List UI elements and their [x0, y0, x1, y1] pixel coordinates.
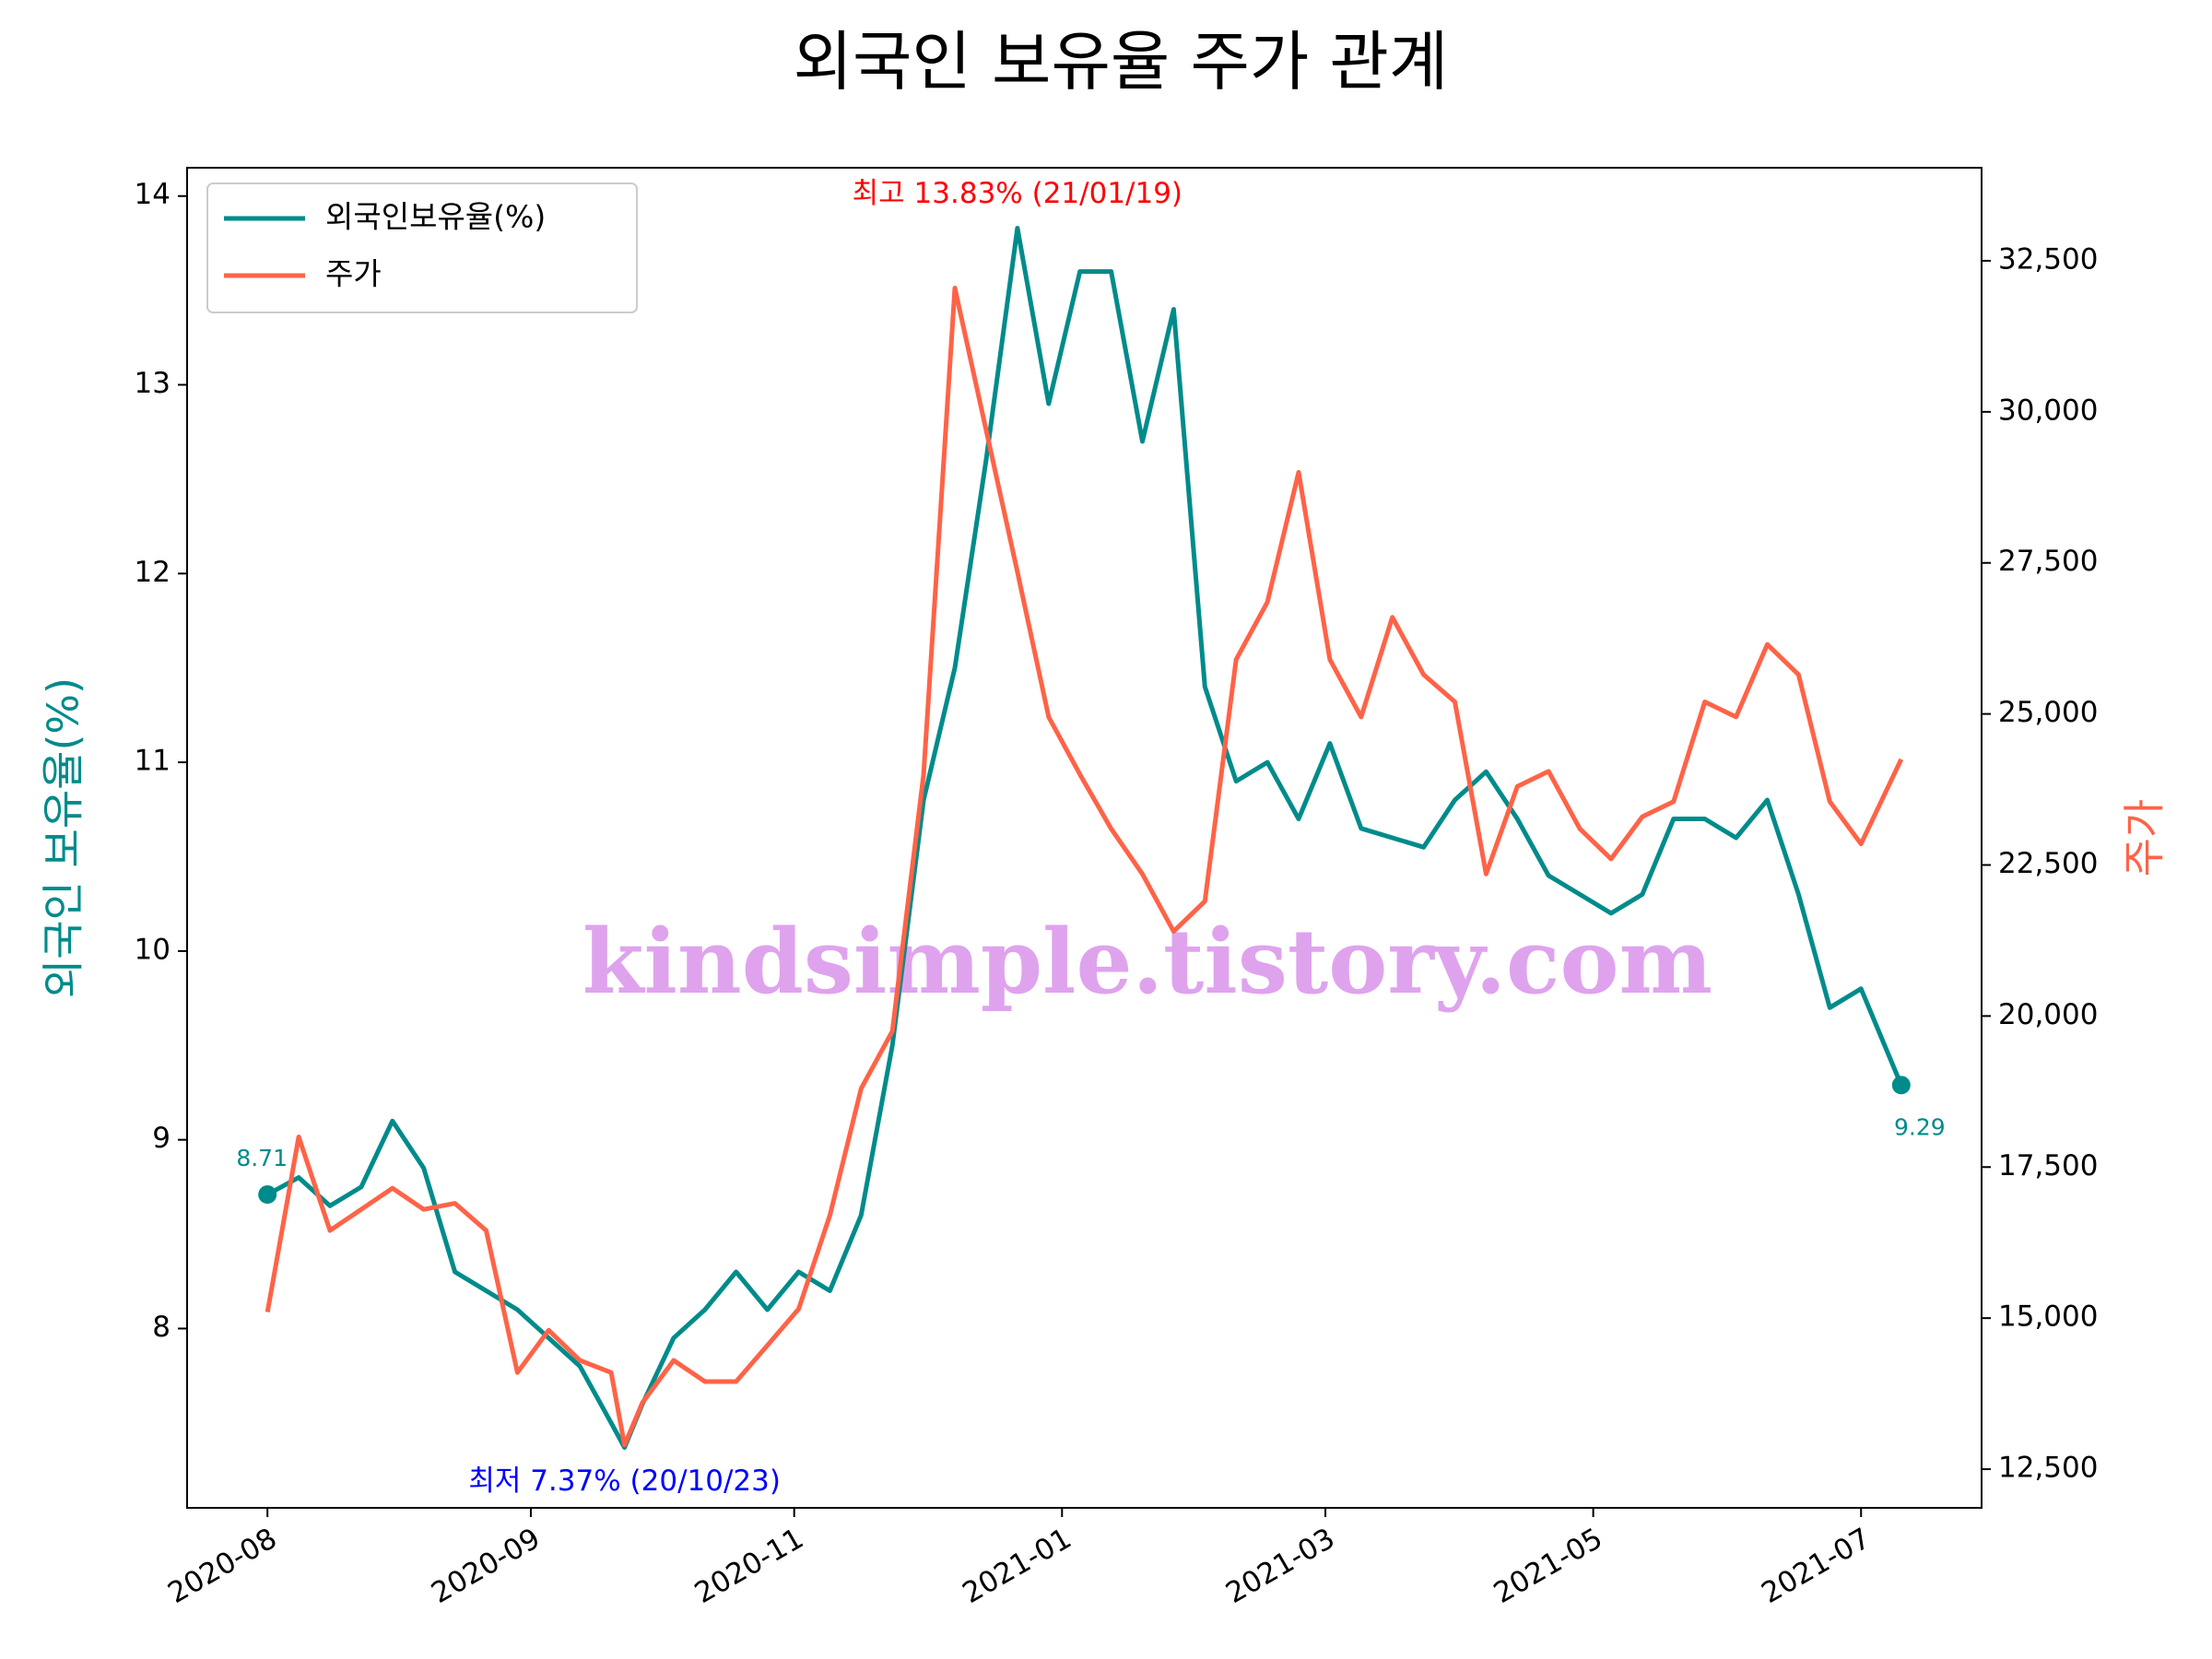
- legend-box: [206, 182, 638, 313]
- legend-label: 주가: [325, 256, 382, 292]
- legend: 외국인보유율(%) 주가: [206, 182, 638, 313]
- y2-tick-label: 30,000: [1998, 394, 2098, 427]
- plot-frame: [186, 167, 1983, 1509]
- end-label: 9.29: [1894, 1113, 1946, 1140]
- series-line: [266, 226, 1904, 1450]
- y2-tick-label: 15,000: [1998, 1300, 2098, 1334]
- y-tick-label: 13: [135, 367, 171, 400]
- end-point: [1891, 1076, 1911, 1095]
- start-point: [258, 1185, 277, 1205]
- y2-axis-label: 주가: [2120, 799, 2170, 877]
- y2-tick-label: 22,500: [1998, 847, 2098, 880]
- min-annotation: 최저 7.37% (20/10/23): [468, 1465, 781, 1498]
- watermark: kindsimple.tistory.com: [582, 910, 1712, 1014]
- start-label: 8.71: [236, 1145, 288, 1171]
- y-tick-label: 10: [135, 933, 171, 966]
- y-tick-label: 9: [152, 1122, 171, 1155]
- series-line: [265, 286, 1904, 1448]
- max-annotation: 최고 13.83% (21/01/19): [853, 177, 1182, 210]
- y-axis-label: 외국인 보유율(%): [39, 677, 88, 998]
- y-tick-label: 8: [152, 1311, 171, 1344]
- y2-tick-label: 20,000: [1998, 998, 2098, 1031]
- chart-title: 외국인 보유율 주가 관계: [794, 24, 1449, 100]
- legend-label: 외국인보유율(%): [325, 199, 546, 235]
- y-tick-label: 12: [135, 556, 171, 589]
- y2-tick-label: 25,000: [1998, 696, 2098, 729]
- y2-tick-label: 17,500: [1998, 1149, 2098, 1182]
- y-tick-label: 11: [135, 745, 171, 778]
- y2-tick-label: 27,500: [1998, 545, 2098, 578]
- y2-tick-label: 32,500: [1998, 242, 2098, 276]
- y-tick-label: 14: [135, 178, 171, 211]
- y2-tick-label: 12,500: [1998, 1452, 2098, 1485]
